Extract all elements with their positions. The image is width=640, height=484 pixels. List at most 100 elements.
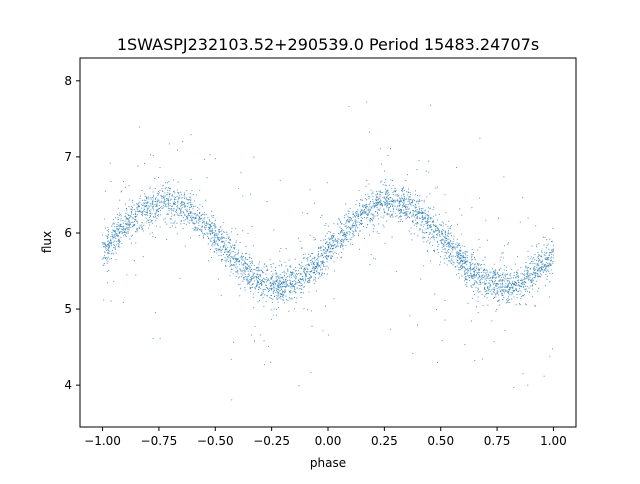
data-point [215,248,218,250]
data-point [223,221,225,224]
data-point [328,243,330,246]
data-point [167,197,169,200]
data-point [331,250,333,252]
data-point [534,277,536,279]
data-point [529,278,531,280]
data-point [317,263,319,265]
data-point [167,207,169,209]
data-point [287,268,289,270]
data-point [229,243,231,245]
data-point [431,244,434,246]
data-point [130,213,133,215]
data-point [240,270,242,272]
data-point [439,224,441,226]
data-point [410,199,412,201]
data-point [451,260,453,262]
data-point [390,179,392,181]
data-point [385,203,387,206]
data-point [207,260,209,262]
data-point [448,227,450,229]
data-point [137,202,140,204]
data-point [369,196,371,198]
data-point [520,297,522,299]
data-point [497,271,499,274]
data-point [253,245,255,247]
data-point [458,277,461,279]
data-point [150,221,152,223]
data-point [503,264,505,266]
data-point [209,240,211,242]
data-point [225,244,227,246]
data-point [387,204,389,206]
data-point [411,199,413,202]
data-point [127,227,129,229]
data-point [142,211,144,213]
data-point [392,207,395,209]
data-point [416,324,419,326]
data-point [300,265,302,267]
data-point [465,251,467,253]
data-point [314,238,317,240]
data-point [235,258,237,260]
data-point [464,266,466,268]
data-point [116,233,118,235]
data-point [115,217,117,219]
data-point [304,282,306,284]
data-point [171,205,173,207]
data-point [369,217,371,220]
data-point [307,260,309,262]
data-point [250,277,253,280]
data-point [375,258,377,260]
data-point [363,213,365,215]
data-point [494,288,496,290]
data-point [251,226,253,228]
data-point [305,265,307,267]
data-point [103,263,105,265]
data-point [471,269,473,271]
data-point [107,234,110,236]
data-point [125,207,127,209]
data-point [263,340,265,342]
data-point [265,279,267,281]
data-point [280,247,282,250]
data-point [451,235,453,237]
data-point [399,220,401,222]
data-point [385,199,387,201]
data-point [314,272,316,274]
data-point [289,298,291,300]
data-point [214,241,216,243]
data-point [445,239,447,241]
data-point [517,284,520,286]
data-point [353,235,355,237]
data-point [171,207,173,210]
data-point [399,208,401,210]
data-point [181,200,183,203]
data-point [436,219,438,221]
data-point [296,277,298,279]
data-point [145,202,147,204]
data-point [535,225,537,227]
data-point [438,213,440,215]
data-point [170,208,172,210]
data-point [315,280,317,282]
data-point [135,242,137,244]
data-point [270,266,273,268]
data-point [536,264,538,266]
data-point [323,264,325,266]
data-point [361,199,363,201]
data-point [426,221,428,224]
data-point [539,271,542,273]
data-point [469,271,471,273]
data-point [484,283,486,285]
data-point [417,211,419,213]
data-point [149,187,151,190]
data-point [201,225,203,227]
data-point [327,256,329,258]
data-point [412,352,414,355]
data-point [251,271,253,273]
data-point [492,277,494,279]
data-point [403,211,405,214]
data-point [112,241,114,243]
data-point [513,386,515,389]
data-point [417,195,419,197]
